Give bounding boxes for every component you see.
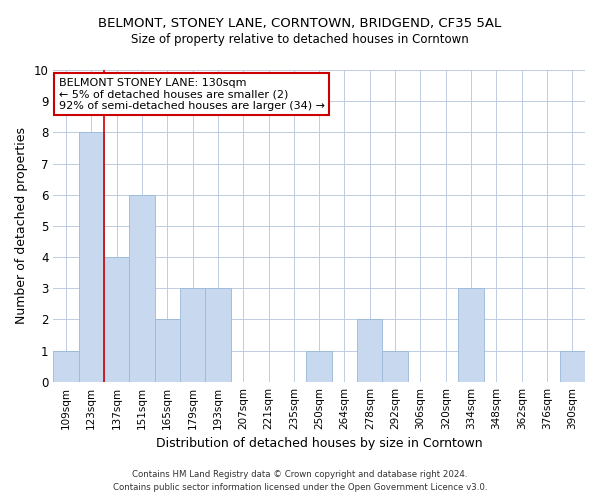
Bar xyxy=(129,194,155,382)
Bar xyxy=(104,257,129,382)
Bar xyxy=(560,350,585,382)
X-axis label: Distribution of detached houses by size in Corntown: Distribution of detached houses by size … xyxy=(156,437,482,450)
Bar xyxy=(79,132,104,382)
Bar xyxy=(382,350,408,382)
Text: BELMONT, STONEY LANE, CORNTOWN, BRIDGEND, CF35 5AL: BELMONT, STONEY LANE, CORNTOWN, BRIDGEND… xyxy=(98,18,502,30)
Bar xyxy=(458,288,484,382)
Bar xyxy=(357,320,382,382)
Y-axis label: Number of detached properties: Number of detached properties xyxy=(15,128,28,324)
Bar xyxy=(307,350,332,382)
Text: BELMONT STONEY LANE: 130sqm
← 5% of detached houses are smaller (2)
92% of semi-: BELMONT STONEY LANE: 130sqm ← 5% of deta… xyxy=(59,78,325,111)
Bar xyxy=(180,288,205,382)
Bar xyxy=(205,288,230,382)
Text: Size of property relative to detached houses in Corntown: Size of property relative to detached ho… xyxy=(131,32,469,46)
Bar xyxy=(155,320,180,382)
Bar xyxy=(53,350,79,382)
Text: Contains HM Land Registry data © Crown copyright and database right 2024.
Contai: Contains HM Land Registry data © Crown c… xyxy=(113,470,487,492)
